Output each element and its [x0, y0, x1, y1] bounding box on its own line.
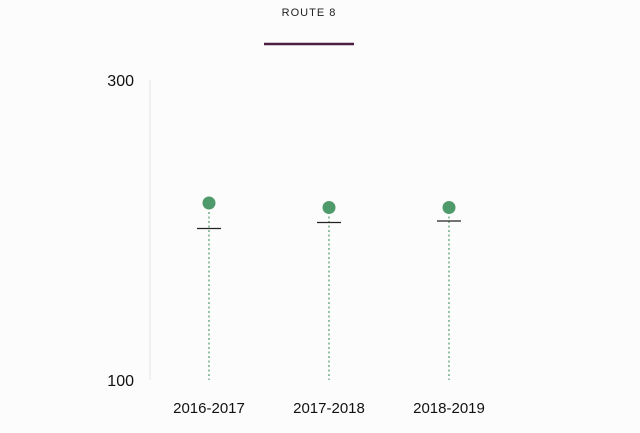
data-point: [202, 196, 216, 210]
y-tick-label: 100: [107, 373, 134, 390]
chart-title: ROUTE 8: [282, 7, 337, 19]
x-tick-label: 2017-2018: [293, 400, 365, 417]
x-tick-label: 2016-2017: [173, 400, 245, 417]
y-tick-label: 300: [107, 73, 134, 90]
x-tick-label: 2018-2019: [413, 400, 485, 417]
data-point: [442, 201, 456, 214]
data-point: [322, 201, 336, 214]
